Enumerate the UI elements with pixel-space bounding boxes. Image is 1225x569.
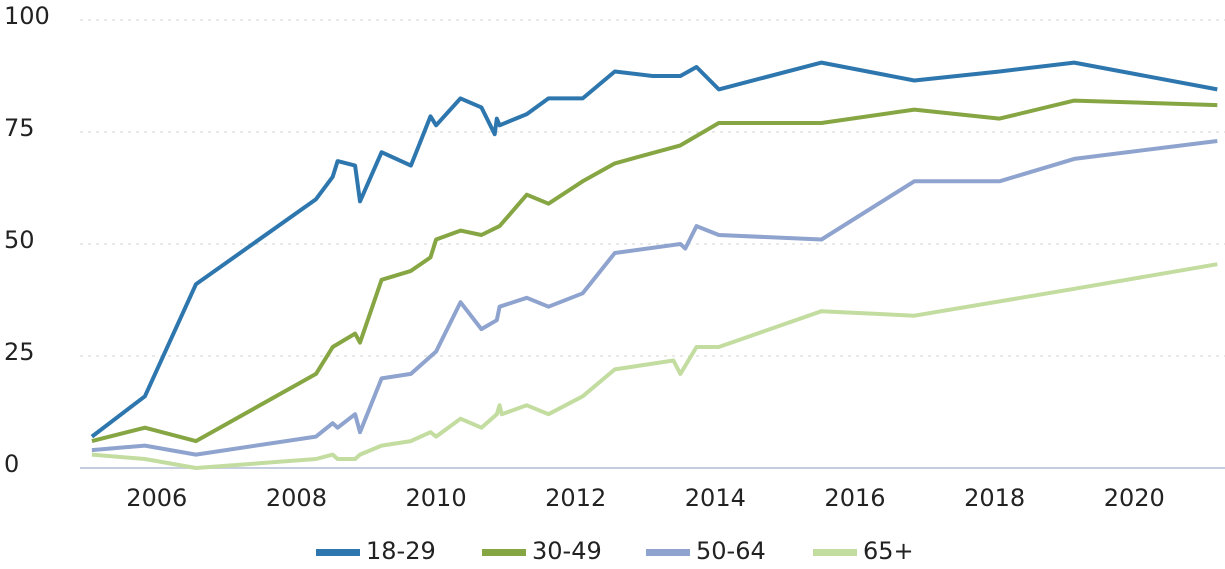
series-line (90, 60, 1218, 439)
y-tick-label: 0 (4, 450, 19, 478)
legend-label: 65+ (863, 537, 914, 565)
x-tick-label: 2018 (964, 484, 1025, 512)
series-line (91, 139, 1218, 457)
series-line (91, 98, 1218, 444)
series-line (91, 262, 1218, 470)
y-tick-label: 50 (4, 226, 35, 254)
y-tick-label: 25 (4, 338, 35, 366)
x-tick-label: 2016 (824, 484, 885, 512)
legend-swatch (482, 549, 526, 556)
x-tick-label: 2008 (266, 484, 327, 512)
legend-label: 30-49 (532, 537, 602, 565)
x-tick-label: 2006 (126, 484, 187, 512)
y-tick-label: 75 (4, 114, 35, 142)
legend-swatch (813, 549, 857, 556)
legend-swatch (316, 549, 360, 556)
legend-label: 18-29 (366, 537, 436, 565)
y-tick-label: 100 (4, 2, 50, 30)
x-tick-label: 2020 (1104, 484, 1165, 512)
x-tick-label: 2012 (545, 484, 606, 512)
x-tick-label: 2010 (406, 484, 467, 512)
legend-label: 50-64 (696, 537, 766, 565)
x-tick-label: 2014 (685, 484, 746, 512)
legend-swatch (646, 549, 690, 556)
